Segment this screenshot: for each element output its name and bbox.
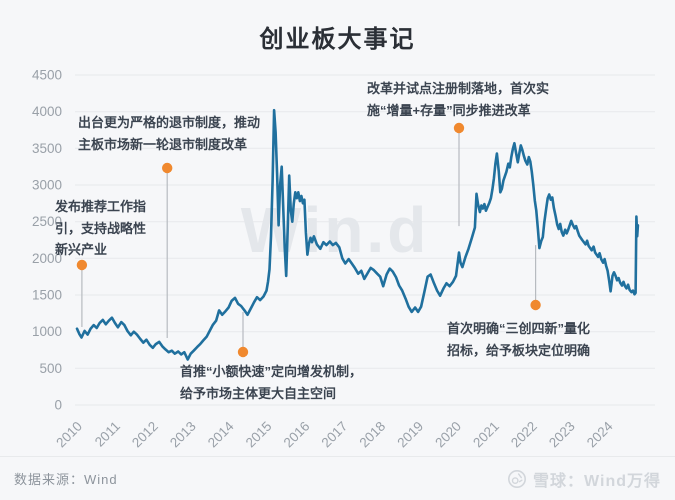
event-annotation: 出台更为严格的退市制度，推动 主板市场新一轮退市制度改革 [78, 112, 260, 155]
x-axis-tick-label: 2024 [584, 418, 616, 450]
x-axis-tick-label: 2022 [508, 419, 540, 451]
event-annotation-line: 新兴产业 [55, 242, 108, 257]
y-axis-tick-label: 4000 [32, 104, 62, 119]
event-annotation-line: 招标，给予板块定位明确 [447, 342, 591, 358]
event-annotation-line: 主板市场新一轮退市制度改革 [78, 136, 248, 152]
x-axis-tick-label: 2023 [546, 419, 578, 451]
event-marker-dot [453, 122, 465, 134]
x-axis-tick-label: 2010 [53, 419, 85, 451]
y-axis-tick-label: 3000 [32, 178, 62, 193]
x-axis-tick-label: 2016 [281, 419, 313, 451]
x-axis-tick-label: 2015 [243, 419, 275, 451]
x-axis-tick-label: 2014 [205, 418, 237, 450]
y-axis-tick-label: 0 [54, 398, 62, 413]
xueqiu-snowball-icon [508, 469, 527, 488]
event-marker-dot [530, 299, 541, 311]
event-annotation-line: 首推“小额快速”定向增发机制， [180, 364, 363, 379]
event-marker-dot [76, 259, 88, 271]
y-axis-tick-label: 1500 [32, 288, 62, 303]
chart-title: 创业板大事记 [259, 26, 416, 53]
y-axis-tick-label: 2000 [32, 251, 62, 266]
y-axis-tick-label: 1000 [32, 324, 62, 339]
event-annotation-line: 给予市场主体更大自主空间 [180, 385, 337, 401]
event-annotation-line: 施“增量+存量”同步推进改革 [367, 102, 531, 118]
x-axis-tick-label: 2013 [167, 419, 199, 451]
event-annotation-line: 发布推荐工作指 [55, 199, 147, 214]
event-annotation-line: 首次明确“三创四新”量化 [447, 321, 591, 336]
y-axis-tick-label: 500 [39, 361, 62, 376]
line-chart-canvas: 0 500 1000 1500 2000 2500 3000 3500 4000 4500 2010… [32, 68, 655, 451]
brand-watermark: 雪球：Wind万得 [507, 467, 661, 491]
y-axis-tick-label: 3500 [32, 141, 62, 156]
x-axis-tick-label: 2018 [356, 419, 388, 451]
event-annotation-line: 改革并试点注册制落地，首次实 [367, 81, 550, 96]
x-axis-tick-label: 2012 [129, 419, 161, 451]
event-annotation: 首次明确“三创四新”量化 招标，给予板块定位明确 [447, 318, 590, 361]
x-axis-tick-label: 2011 [92, 419, 123, 450]
brand-text: 雪球：Wind万得 [533, 472, 661, 490]
x-axis-tick-label: 2021 [470, 419, 502, 451]
event-annotation-line: 出台更为严格的退市制度，推动 [78, 115, 261, 130]
x-axis-tick-label: 2019 [394, 419, 426, 451]
x-axis-tick-label: 2020 [432, 419, 464, 451]
event-annotation: 改革并试点注册制落地，首次实 施“增量+存量”同步推进改革 [367, 78, 549, 121]
y-axis-tick-label: 2500 [32, 214, 62, 229]
event-annotation: 首推“小额快速”定向增发机制， 给予市场主体更大自主空间 [180, 361, 362, 404]
x-axis-tick-label: 2017 [319, 419, 351, 451]
event-marker-dot [162, 162, 173, 174]
event-annotation-line: 引，支持战略性 [55, 220, 147, 236]
data-source-label: 数据来源：Wind [14, 472, 118, 487]
y-axis-tick-label: 4500 [32, 68, 62, 83]
event-marker-dot [237, 346, 249, 358]
footer: 数据来源：Wind 雪球：Wind万得 [0, 456, 675, 500]
index-line-series [75, 108, 640, 361]
event-annotation: 发布推荐工作指 引，支持战略性 新兴产业 [55, 196, 146, 261]
